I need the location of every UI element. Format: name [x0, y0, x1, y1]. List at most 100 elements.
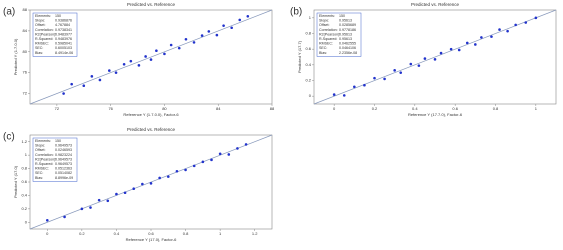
data-point: [218, 152, 222, 156]
data-point: [439, 51, 443, 55]
stats-box: [32, 137, 78, 182]
stat-value: 0.0462555: [339, 42, 356, 46]
target-line: [29, 9, 273, 105]
data-point: [177, 46, 181, 50]
stat-label: RMSEC:: [35, 42, 49, 46]
data-point: [514, 23, 517, 27]
data-point: [534, 16, 538, 20]
stat-value: 0.9738341: [55, 28, 72, 32]
x-tick-label: 0: [333, 106, 336, 111]
data-point: [244, 143, 248, 146]
data-point: [63, 215, 66, 219]
data-point: [184, 37, 188, 41]
data-point: [192, 41, 196, 44]
data-point: [417, 64, 421, 67]
stat-value: 0.0512363: [55, 167, 72, 171]
data-point: [222, 24, 225, 27]
stat-label: Correlation:: [35, 153, 54, 157]
y-tick-label: 0.2: [21, 206, 27, 211]
y-tick-label: 0.8: [305, 31, 311, 36]
data-point: [457, 48, 461, 52]
x-tick-label: 80: [162, 106, 167, 111]
data-point: [82, 84, 86, 88]
data-point: [129, 59, 133, 63]
data-point: [480, 36, 483, 39]
stat-label: Bias:: [35, 176, 43, 180]
data-point: [332, 93, 336, 96]
data-point: [158, 176, 161, 180]
data-point: [137, 64, 141, 67]
data-point: [114, 71, 118, 74]
y-axis-label: Predicted Y (1.7.0.0): [13, 38, 18, 75]
stat-value: 0.5985041: [55, 42, 72, 46]
x-axis-label: Reference Y (1.7.0.0), Factor-6: [123, 112, 179, 117]
stat-label: RMSEC:: [35, 167, 49, 171]
stat-value: 8.8996e-09: [55, 176, 73, 180]
data-point: [97, 198, 101, 202]
data-point: [373, 76, 376, 80]
panel-label: (b): [290, 7, 302, 18]
stat-label: Offset:: [35, 23, 46, 27]
stat-value: 0.95613: [339, 19, 352, 23]
stat-value: 2.2356e-08: [339, 51, 357, 55]
data-point: [433, 58, 437, 61]
data-point: [90, 75, 94, 78]
data-point: [192, 164, 196, 168]
data-point: [490, 35, 493, 38]
data-point: [383, 77, 386, 81]
stat-label: SEC:: [35, 171, 43, 175]
data-point: [363, 83, 366, 87]
stat-value: 0.9649573: [55, 157, 72, 161]
data-point: [169, 43, 173, 47]
x-tick-label: 88: [270, 106, 275, 111]
y-tick-label: 0.4: [305, 62, 311, 67]
stat-label: Offset:: [35, 148, 46, 152]
y-tick-label: 1: [25, 152, 28, 157]
panel-label: (c): [3, 132, 15, 143]
x-axis-label: Reference Y (17.0), Factor-6: [126, 237, 178, 242]
stat-label: R-Squared:: [35, 37, 53, 41]
panel-label: (a): [3, 7, 15, 18]
data-point: [149, 58, 153, 61]
data-point: [62, 92, 65, 95]
data-point: [207, 30, 211, 33]
x-tick-label: 76: [108, 106, 113, 111]
stat-label: Elements:: [35, 14, 51, 18]
y-tick-label: 72: [23, 91, 28, 96]
stat-label: RMSEC:: [319, 42, 333, 46]
stat-value: 150: [339, 14, 345, 18]
data-point: [166, 175, 170, 178]
x-tick-label: 84: [216, 106, 221, 111]
data-point: [474, 43, 477, 46]
data-point: [393, 69, 396, 72]
x-tick-label: 0: [46, 231, 49, 236]
stat-value: 0.9386876: [55, 19, 72, 23]
x-tick-label: 0.6: [452, 106, 458, 111]
chart-title: Predicted vs. Reference: [127, 2, 176, 7]
target-line: [29, 134, 273, 230]
data-point: [115, 192, 118, 196]
stat-label: R2(Pearson):: [35, 157, 56, 161]
stat-label: Slope:: [319, 19, 329, 23]
data-point: [163, 52, 166, 56]
stat-value: 4.767884: [55, 23, 70, 27]
stat-value: 0.0285689: [339, 23, 356, 27]
stat-value: 0.95613: [339, 32, 352, 36]
stat-label: Bias:: [35, 51, 43, 55]
y-tick-label: 0.8: [21, 166, 27, 171]
data-point: [141, 182, 144, 186]
data-point: [144, 55, 147, 58]
data-point: [342, 94, 346, 97]
data-point: [123, 191, 127, 195]
stat-value: 0.9823224: [55, 153, 72, 157]
data-point: [98, 78, 102, 82]
stat-label: R2(Pearson):: [35, 32, 56, 36]
stat-value: 0.0514082: [55, 171, 72, 175]
stat-label: Bias:: [319, 51, 327, 55]
data-point: [236, 147, 239, 150]
data-point: [215, 33, 219, 37]
y-tick-label: 80: [23, 49, 28, 54]
x-axis-label: Reference Y (17.7.0), Factor-6: [408, 112, 463, 117]
data-point: [465, 41, 469, 45]
